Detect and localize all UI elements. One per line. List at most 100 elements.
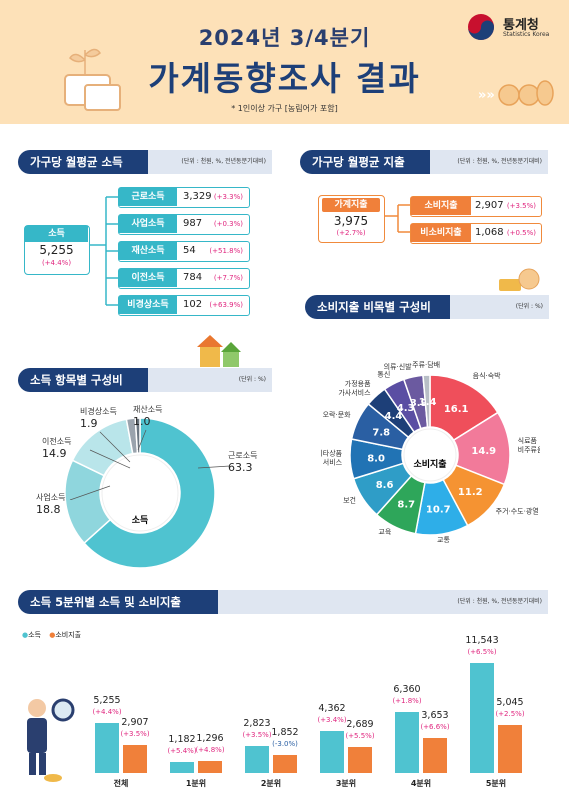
expense-total-value: 3,975 xyxy=(333,214,369,228)
expense-item-value: 2,907 xyxy=(475,200,504,211)
bar-change-label: (+5.5%) xyxy=(345,732,375,741)
legend-dot-consumption: ● xyxy=(49,631,56,639)
income-item-label: 근로소득 xyxy=(119,188,177,206)
income-pie-label: 비경상소득 xyxy=(80,407,117,416)
income-bar xyxy=(470,663,494,773)
income-item-row: 사업소득 987 (+0.3%) xyxy=(118,214,250,235)
income-bar xyxy=(245,746,269,773)
pie-center-label: 소비지출 xyxy=(413,458,446,470)
pie-slice xyxy=(83,417,216,569)
expense-item-label: 소비지출 xyxy=(411,197,471,215)
income-pie-leaders xyxy=(69,429,231,500)
pie-category-label: 오락·문화 xyxy=(323,411,352,419)
income-bar xyxy=(395,712,419,773)
pie-category-label: 음식·숙박 xyxy=(473,371,502,380)
pie-slice xyxy=(452,411,511,486)
pie-category-label: 교통 xyxy=(437,536,450,544)
bar-value-label: 2,823 xyxy=(243,718,271,730)
bar-value-label: 2,689 xyxy=(346,719,374,731)
pie-category-label: 통신 xyxy=(377,369,390,378)
pie-value-label: 8.7 xyxy=(397,499,415,510)
income-pie-unit: (단위 : %) xyxy=(238,376,266,383)
pie-value-label: 1.4 xyxy=(419,397,437,408)
income-item-change: (+3.3%) xyxy=(213,193,243,201)
income-item-value: 54 xyxy=(183,245,196,256)
income-pie-label: 사업소득 xyxy=(36,493,66,502)
money-plant-icon xyxy=(64,48,121,111)
pie-category-label: 의류·신발 xyxy=(384,362,413,371)
expense-section-title: 가구당 월평균 지출 xyxy=(300,150,430,174)
consumption-bar xyxy=(123,745,147,773)
x-axis-label: 3분위 xyxy=(335,779,357,788)
taegeuk-icon xyxy=(468,14,494,40)
income-item-label: 재산소득 xyxy=(119,242,177,260)
consumption-bar xyxy=(423,738,447,773)
quintile-chart-unit: (단위 : 천원, %, 전년동분기대비) xyxy=(457,598,542,605)
pie-value-label: 4.4 xyxy=(385,411,403,422)
bar-change-label: (+3.4%) xyxy=(317,716,347,725)
income-bar xyxy=(170,761,194,773)
arrows-decoration: »» xyxy=(478,88,495,103)
income-pie-value: 1.9 xyxy=(80,417,98,430)
legend-consumption: 소비지출 xyxy=(55,631,82,639)
pie-category-label: 서비스 xyxy=(323,457,343,466)
consumption-bar xyxy=(498,724,522,773)
income-pie-value: 14.9 xyxy=(42,447,67,460)
consumption-pie-header: 소비지출 비목별 구성비 (단위 : %) xyxy=(305,295,549,319)
pie-value-label: 8.6 xyxy=(376,480,394,491)
legend: ●소득 ●소비지출 xyxy=(22,630,81,640)
title-main: 가계동향조사 결과 xyxy=(148,59,421,98)
income-pie-header: 소득 항목별 구성비 (단위 : %) xyxy=(18,368,272,392)
bar-change-label: (+6.6%) xyxy=(420,723,450,732)
expense-total-box: 가계지출 3,975 (+2.7%) xyxy=(318,195,385,243)
pie-category-label: 가사서비스 xyxy=(338,388,371,397)
pie-value-label: 4.3 xyxy=(397,403,415,414)
bar-change-label: (+4.8%) xyxy=(195,745,225,754)
x-axis-label: 전체 xyxy=(113,779,129,788)
income-item-label: 비경상소득 xyxy=(119,296,177,314)
consumption-bar xyxy=(198,760,222,773)
expense-item-label: 비소비지출 xyxy=(411,224,471,242)
pie-value-label: 3.9 xyxy=(410,398,428,409)
expense-section-unit: (단위 : 천원, %, 전년동분기대비) xyxy=(457,158,542,165)
coins-icon xyxy=(498,80,554,106)
income-total-change: (+4.4%) xyxy=(41,259,72,267)
statistics-korea-logo: 통계청 Statistics Korea xyxy=(466,12,558,42)
x-axis-label: 5분위 xyxy=(485,779,507,788)
expense-connectors xyxy=(385,204,410,233)
income-item-row: 재산소득 54 (+51.8%) xyxy=(118,241,250,262)
bar-value-label: 4,362 xyxy=(318,703,346,715)
logo-name: 통계청 xyxy=(503,18,539,33)
consumption-bar xyxy=(348,747,372,773)
pie-category-label: 주거·수도·광열 xyxy=(496,507,539,516)
bar-change-label: (+4.4%) xyxy=(92,707,122,716)
income-pie-label: 근로소득 xyxy=(228,451,258,460)
income-pie-title: 소득 항목별 구성비 xyxy=(18,368,148,392)
income-item-label: 이전소득 xyxy=(119,269,177,287)
bar-value-label: 1,182 xyxy=(168,733,196,745)
pie-center xyxy=(101,454,179,532)
x-axis-label: 1분위 xyxy=(185,779,207,788)
income-section-header: 가구당 월평균 소득 (단위 : 천원, %, 전년동분기대비) xyxy=(18,150,272,174)
expense-item-change: (+3.5%) xyxy=(506,202,536,210)
bar-value-label: 11,543 xyxy=(465,635,499,646)
income-item-label: 사업소득 xyxy=(119,215,177,233)
pie-value-label: 8.0 xyxy=(367,454,385,465)
bar-change-label: (+3.5%) xyxy=(120,730,150,739)
pie-category-label: 보건 xyxy=(343,496,356,505)
quintile-chart-header: 소득 5분위별 소득 및 소비지출 (단위 : 천원, %, 전년동분기대비) xyxy=(18,590,548,614)
bar-value-label: 5,255 xyxy=(93,694,121,706)
pie-value-label: 14.9 xyxy=(471,446,496,457)
title-period: 2024년 3/4분기 xyxy=(198,26,371,50)
bar-value-label: 5,045 xyxy=(496,696,524,708)
pie-value-label: 16.1 xyxy=(444,404,469,415)
expense-item-row: 소비지출 2,907 (+3.5%) xyxy=(410,196,542,217)
money-bag-icon xyxy=(499,268,540,291)
legend-dot-income: ● xyxy=(22,631,29,639)
quintile-chart-title: 소득 5분위별 소득 및 소비지출 xyxy=(18,590,218,614)
income-total-box: 소득 5,255 (+4.4%) xyxy=(24,225,90,275)
x-axis-label: 4분위 xyxy=(410,779,432,788)
bar-change-label: (+5.4%) xyxy=(167,746,197,755)
income-connectors xyxy=(90,196,118,306)
pie-slice xyxy=(422,374,431,428)
